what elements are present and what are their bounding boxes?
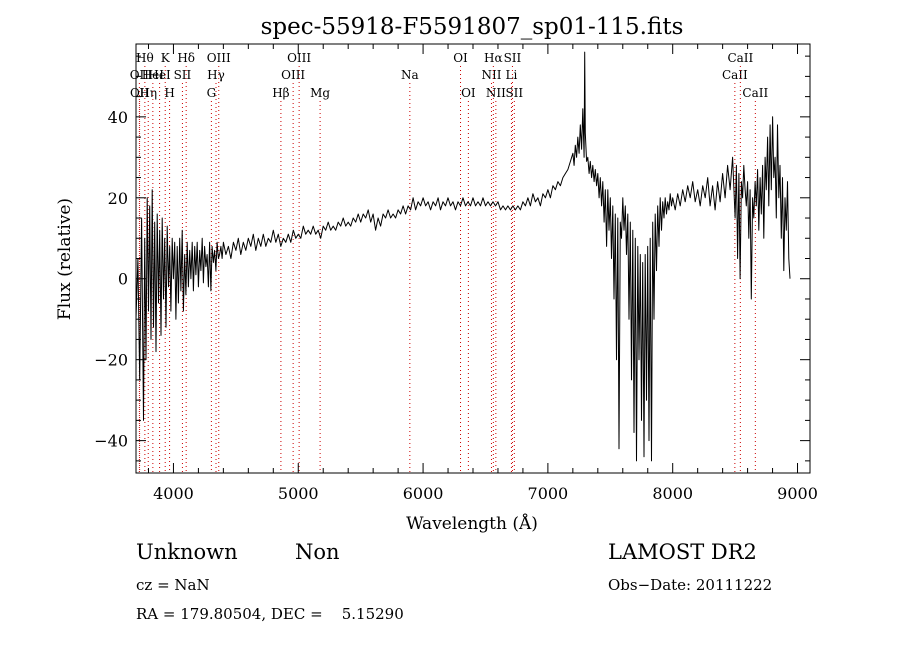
line-marker-label: CaII bbox=[727, 51, 753, 65]
object-subclass: Non bbox=[295, 540, 340, 564]
plot-frame bbox=[135, 43, 811, 474]
chart-title: spec-55918-F5591807_sp01-115.fits bbox=[261, 14, 684, 40]
x-tick-label: 7000 bbox=[528, 484, 569, 503]
line-markers: OIIOIIHθHηHeIHeIKHSIIHδGHγOIIIHβOIIIOIII… bbox=[130, 51, 768, 473]
line-marker-label: SII bbox=[505, 86, 523, 100]
line-marker-label: Li bbox=[506, 68, 518, 82]
observation-date: Obs−Date: 20111222 bbox=[608, 576, 772, 594]
x-tick-label: 5000 bbox=[278, 484, 319, 503]
line-marker-label: Hη bbox=[139, 86, 157, 100]
line-marker-label: Hδ bbox=[177, 51, 195, 65]
line-marker-label: OIII bbox=[287, 51, 311, 65]
line-marker-label: NII bbox=[486, 86, 506, 100]
ra-dec-coordinates: RA = 179.80504, DEC = 5.15290 bbox=[136, 605, 404, 623]
line-marker-label: CaII bbox=[742, 86, 768, 100]
axis-tick-labels: 4000 5000 6000 7000 8000 9000 −40 −20 0 20 40 bbox=[94, 108, 818, 503]
y-tick-label: −40 bbox=[94, 432, 128, 451]
x-tick-label: 4000 bbox=[153, 484, 194, 503]
line-marker-label: Hθ bbox=[136, 51, 154, 65]
line-marker-label: SII bbox=[504, 51, 522, 65]
survey-name: LAMOST DR2 bbox=[608, 540, 757, 564]
y-tick-label: 20 bbox=[108, 189, 128, 208]
x-axis-label: Wavelength (Å) bbox=[406, 513, 538, 534]
y-axis-label: Flux (relative) bbox=[55, 198, 75, 320]
redshift-cz: cz = NaN bbox=[136, 576, 210, 594]
line-marker-label: CaII bbox=[722, 68, 748, 82]
line-marker-label: OI bbox=[461, 86, 476, 100]
line-marker-label: Hα bbox=[484, 51, 503, 65]
line-marker-label: Hβ bbox=[272, 86, 289, 100]
line-marker-label: OIII bbox=[207, 51, 231, 65]
x-tick-label: 9000 bbox=[777, 484, 818, 503]
line-marker-label: Na bbox=[401, 68, 419, 82]
x-tick-label: 8000 bbox=[652, 484, 693, 503]
y-tick-label: −20 bbox=[94, 351, 128, 370]
y-tick-label: 0 bbox=[118, 270, 128, 289]
line-marker-label: HeI bbox=[142, 68, 165, 82]
line-marker-label: OIII bbox=[281, 68, 305, 82]
line-marker-label: K bbox=[161, 51, 171, 65]
x-tick-label: 6000 bbox=[403, 484, 444, 503]
line-marker-label: H bbox=[164, 86, 174, 100]
object-class: Unknown bbox=[136, 540, 238, 564]
spectrum-series-line bbox=[135, 51, 791, 462]
line-marker-label: SII bbox=[174, 68, 192, 82]
line-marker-label: OI bbox=[453, 51, 468, 65]
y-tick-label: 40 bbox=[108, 108, 128, 127]
line-marker-label: NII bbox=[481, 68, 501, 82]
line-marker-label: G bbox=[207, 86, 217, 100]
line-marker-label: Hγ bbox=[207, 68, 225, 82]
line-marker-label: HeI bbox=[148, 68, 171, 82]
axis-ticks bbox=[136, 44, 810, 473]
line-marker-label: Mg bbox=[310, 86, 330, 100]
line-marker-label: OII bbox=[130, 86, 150, 100]
